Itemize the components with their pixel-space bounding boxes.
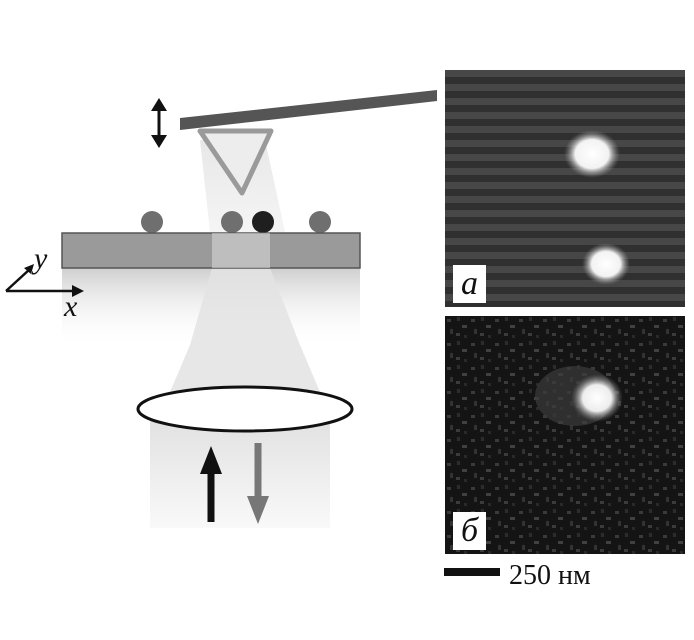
particle <box>141 211 163 233</box>
cantilever-beam <box>180 90 437 130</box>
particle-bright-spot <box>564 130 620 178</box>
x-axis-arrowhead <box>72 285 84 297</box>
afm-image-panel-a: а <box>445 70 685 307</box>
afm-image-panel-b: б <box>445 316 685 554</box>
afm-tip <box>197 128 274 196</box>
arrow-down-head <box>151 135 167 148</box>
substrate-beam-window <box>212 233 270 268</box>
particle-bright-spot <box>582 243 630 285</box>
scale-bar <box>444 568 500 576</box>
scale-bar-label: 250 нм <box>509 560 591 591</box>
particle <box>252 211 274 233</box>
particle <box>221 211 243 233</box>
objective-lens <box>136 385 354 433</box>
focused-beam <box>170 268 320 392</box>
reflected-arrow-head <box>247 496 269 524</box>
arrow-up-head <box>151 98 167 111</box>
y-axis-line <box>5 268 31 292</box>
particle-bright-spot <box>571 374 623 422</box>
y-axis-arrowhead <box>24 264 34 274</box>
panel-label-a: а <box>453 265 486 303</box>
substrate <box>61 232 361 269</box>
incident-arrow-head <box>200 446 222 474</box>
y-axis-label: y <box>34 242 48 275</box>
panel-label-b: б <box>453 512 487 550</box>
x-axis-label: x <box>64 290 78 323</box>
particle <box>309 211 331 233</box>
